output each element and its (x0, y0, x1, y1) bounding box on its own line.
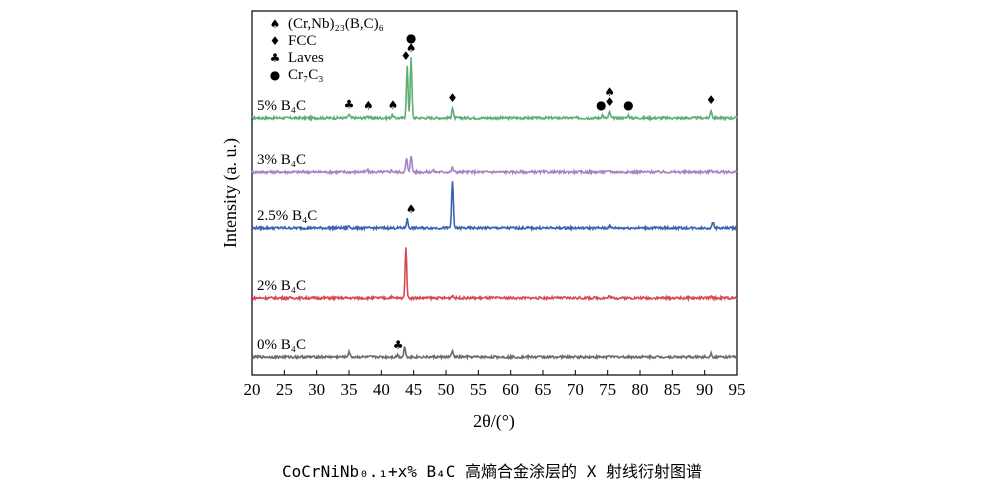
x-tick-label: 60 (502, 380, 519, 399)
series-line (251, 247, 738, 303)
phase-marker: ♣ (344, 97, 355, 111)
x-tick-label: 40 (373, 380, 390, 399)
x-axis-title: 2θ/(°) (473, 411, 515, 432)
tick-layer: 20 25 30 35 40 45 50 55 60 65 70 75 80 85 90 95 (244, 370, 746, 399)
figure-caption: CoCrNiNb₀.₁+x% B₄C 高熵合金涂层的 X 射线衍射图谱 (282, 462, 702, 481)
legend: ♠ (Cr,Nb)₂₃(B,C)₆ ♦ FCC ♣ Laves ● Cr₇C₃ (270, 16, 384, 83)
phase-marker: ♠ (406, 202, 417, 216)
x-tick-label: 95 (729, 380, 746, 399)
series-label: 0% B₄C (257, 337, 306, 353)
phase-marker: ● (623, 98, 633, 112)
y-axis-title: Intensity (a. u.) (220, 138, 241, 248)
x-tick-label: 45 (405, 380, 422, 399)
series-label: 2% B₄C (257, 278, 306, 294)
phase-marker: ♣ (393, 338, 404, 352)
legend-symbol: ♠ (270, 17, 281, 31)
series-label: 5% B₄C (257, 98, 306, 114)
phase-marker: ● (406, 31, 416, 45)
legend-label: Laves (288, 50, 324, 66)
x-tick-label: 25 (276, 380, 293, 399)
phase-marker: ♠ (363, 99, 374, 113)
x-tick-label: 75 (599, 380, 616, 399)
series-layer: 5% B₄C 3% B₄C 2.5% B₄C 2% B₄C 0% B₄C (251, 57, 738, 361)
x-tick-label: 20 (244, 380, 261, 399)
marker-layer: ♣ ♠ ♠♦♠●♦ ●♦♠● ♦♠♣ (344, 31, 717, 352)
x-tick-label: 80 (632, 380, 649, 399)
phase-marker: ♠ (388, 98, 399, 112)
phase-marker: ♠ (406, 41, 417, 55)
phase-marker: ● (596, 98, 606, 112)
legend-label: (Cr,Nb)₂₃(B,C)₆ (288, 16, 384, 32)
series-label: 2.5% B₄C (257, 208, 317, 224)
series-line (251, 57, 738, 122)
phase-marker: ♦ (706, 93, 717, 107)
legend-symbol: ♣ (270, 51, 281, 65)
phase-marker: ♠ (604, 85, 615, 99)
phase-marker: ♦ (401, 49, 412, 63)
legend-label: FCC (288, 33, 316, 49)
series-line (251, 346, 738, 361)
legend-symbol: ● (270, 68, 280, 82)
phase-marker: ♦ (604, 95, 615, 109)
xrd-chart: 20 25 30 35 40 45 50 55 60 65 70 75 80 85 90 95 5% B₄C 3… (220, 10, 746, 432)
x-tick-label: 70 (567, 380, 584, 399)
series-line (251, 181, 738, 232)
x-tick-label: 50 (438, 380, 455, 399)
x-tick-label: 30 (308, 380, 325, 399)
phase-marker: ♦ (447, 91, 458, 105)
x-tick-label: 65 (535, 380, 552, 399)
x-tick-label: 55 (470, 380, 487, 399)
x-tick-label: 90 (696, 380, 713, 399)
x-tick-label: 35 (341, 380, 358, 399)
x-tick-label: 85 (664, 380, 681, 399)
series-line (251, 155, 738, 176)
legend-label: Cr₇C₃ (288, 67, 323, 83)
plot-frame (251, 10, 738, 376)
series-label: 3% B₄C (257, 152, 306, 168)
legend-symbol: ♦ (270, 34, 281, 48)
